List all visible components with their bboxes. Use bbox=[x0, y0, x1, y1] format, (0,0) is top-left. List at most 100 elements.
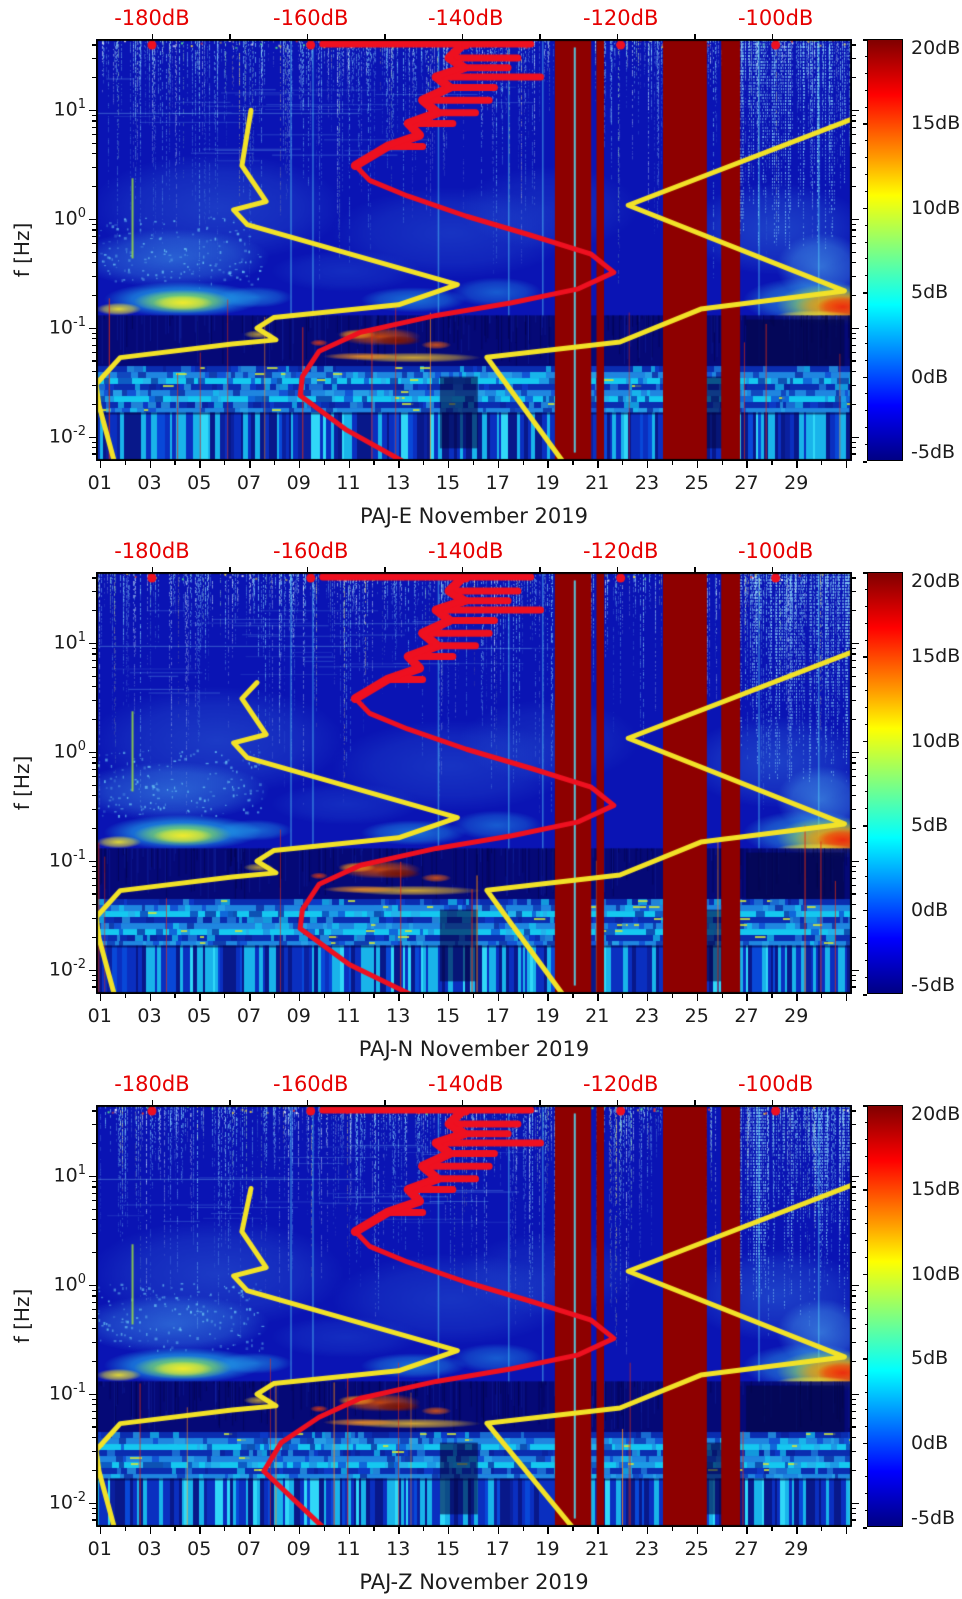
colorbar-minor-tick bbox=[864, 926, 867, 928]
x-axis-major-tick bbox=[845, 461, 848, 468]
y-axis-minor-tick bbox=[92, 1186, 96, 1188]
y-axis-minor-tick-right bbox=[852, 577, 856, 579]
colorbar-minor-tick bbox=[864, 723, 867, 725]
x-axis-tick-label: 05 bbox=[187, 472, 212, 494]
y-tick-exponent: 0 bbox=[77, 205, 86, 221]
colorbar-tick-label: 20dB bbox=[911, 37, 961, 59]
y-axis-minor-tick-right bbox=[852, 1301, 856, 1303]
x-axis-major-tick bbox=[497, 994, 500, 1001]
top-axis-db-label: -100dB bbox=[737, 539, 814, 563]
y-axis-minor-tick-right bbox=[852, 903, 856, 906]
y-tick-exponent: -1 bbox=[73, 847, 86, 863]
colorbar-minor-tick bbox=[864, 140, 867, 142]
colorbar-major-tick bbox=[863, 825, 867, 827]
top-axis-db-label: -140dB bbox=[427, 6, 504, 30]
colorbar-minor-tick bbox=[864, 1408, 867, 1410]
colorbar-minor-tick bbox=[864, 1307, 867, 1309]
y-axis-minor-tick-right bbox=[852, 986, 856, 988]
colorbar-tick-label: -5dB bbox=[911, 974, 956, 996]
y-tick-exponent: -2 bbox=[73, 423, 86, 439]
x-axis-major-tick bbox=[497, 461, 500, 468]
y-axis-minor-tick-right bbox=[852, 1404, 856, 1406]
y-axis-minor-tick-right bbox=[852, 647, 856, 650]
colorbar bbox=[867, 39, 903, 461]
colorbar-minor-tick bbox=[864, 1138, 867, 1140]
y-axis-minor-tick-right bbox=[852, 936, 856, 938]
y-axis-minor-tick bbox=[92, 153, 96, 155]
y-axis-minor-tick bbox=[92, 44, 96, 46]
y-axis-minor-tick-right bbox=[852, 1317, 856, 1319]
colorbar-minor-tick bbox=[864, 960, 867, 962]
y-axis-minor-tick-right bbox=[852, 1200, 856, 1202]
x-axis-major-tick bbox=[447, 461, 450, 468]
y-axis-minor-tick-right bbox=[852, 756, 856, 758]
y-axis-minor-tick-right bbox=[852, 768, 856, 770]
y-axis-minor-tick-right bbox=[852, 1436, 856, 1439]
x-axis-major-tick bbox=[796, 1527, 798, 1534]
y-axis-minor-tick bbox=[92, 590, 96, 593]
y-axis-minor-tick bbox=[92, 332, 96, 334]
x-axis-tick-label: 19 bbox=[535, 472, 560, 494]
y-axis-minor-tick-right bbox=[852, 893, 856, 895]
colorbar-minor-tick bbox=[864, 55, 867, 57]
y-axis-tick-label: 101 bbox=[26, 97, 86, 120]
y-tick-base: 10 bbox=[53, 1273, 78, 1296]
y-axis-minor-tick bbox=[92, 360, 96, 362]
top-axis-tick bbox=[384, 34, 386, 39]
top-axis-tick bbox=[771, 1100, 774, 1105]
x-axis-tick-label: 03 bbox=[137, 1005, 162, 1027]
top-axis-db-label: -160dB bbox=[273, 1072, 349, 1096]
y-axis-minor-tick-right bbox=[852, 795, 856, 797]
colorbar-minor-tick bbox=[864, 858, 867, 860]
y-axis-minor-tick bbox=[92, 903, 96, 906]
y-axis-minor-tick bbox=[92, 936, 96, 938]
top-axis-tick bbox=[151, 34, 154, 39]
colorbar-tick-label: 0dB bbox=[911, 1431, 949, 1454]
y-axis-minor-tick bbox=[92, 1519, 96, 1521]
colorbar-minor-tick bbox=[864, 393, 867, 395]
y-axis-minor-tick bbox=[92, 610, 96, 612]
x-axis-tick-label: 29 bbox=[784, 1538, 809, 1560]
x-axis-major-tick bbox=[746, 461, 748, 468]
y-axis-minor-tick bbox=[92, 344, 96, 346]
y-axis-minor-tick-right bbox=[852, 447, 856, 449]
x-axis-minor-tick bbox=[174, 1527, 176, 1531]
y-axis-minor-tick bbox=[92, 980, 96, 982]
y-axis-major-tick-right bbox=[852, 109, 859, 112]
y-axis-minor-tick-right bbox=[852, 884, 856, 886]
top-axis-db-label: -120dB bbox=[582, 539, 659, 563]
y-axis-minor-tick bbox=[92, 275, 96, 277]
y-axis-minor-tick bbox=[92, 1301, 96, 1303]
y-axis-minor-tick bbox=[92, 1208, 96, 1210]
x-axis-minor-tick bbox=[821, 461, 823, 465]
y-axis-minor-tick bbox=[92, 1192, 96, 1194]
x-axis-minor-tick bbox=[373, 1527, 375, 1531]
y-axis-minor-tick-right bbox=[852, 453, 856, 455]
x-axis-minor-tick bbox=[472, 461, 475, 465]
top-axis-tick bbox=[539, 1100, 541, 1105]
x-axis-minor-tick bbox=[224, 461, 226, 465]
colorbar-minor-tick bbox=[864, 106, 867, 108]
x-axis-major-tick bbox=[348, 994, 350, 1001]
y-axis-minor-tick bbox=[92, 447, 96, 449]
x-axis-tick-label: 21 bbox=[585, 1005, 610, 1027]
top-axis-db-label: -140dB bbox=[427, 539, 504, 563]
x-axis-tick-label: 15 bbox=[435, 1005, 461, 1027]
y-axis-tick-label: 10-1 bbox=[26, 1381, 86, 1404]
y-axis-label: f [Hz] bbox=[10, 1288, 34, 1344]
colorbar-minor-tick bbox=[864, 157, 867, 159]
y-axis-minor-tick-right bbox=[852, 251, 856, 253]
x-axis-minor-tick bbox=[821, 994, 823, 998]
y-axis-minor-tick bbox=[92, 1469, 96, 1471]
y-axis-minor-tick-right bbox=[852, 126, 856, 128]
x-axis-major-tick bbox=[149, 1527, 152, 1534]
colorbar-major-tick bbox=[863, 572, 867, 574]
colorbar-tick-label: 20dB bbox=[911, 1103, 961, 1125]
y-axis-minor-tick bbox=[92, 166, 96, 168]
spectrogram-canvas bbox=[96, 39, 852, 461]
colorbar-minor-tick bbox=[864, 258, 867, 260]
y-axis-minor-tick bbox=[92, 126, 96, 128]
x-axis-tick-label: 13 bbox=[386, 1538, 411, 1560]
y-axis-major-tick-right bbox=[852, 436, 859, 439]
